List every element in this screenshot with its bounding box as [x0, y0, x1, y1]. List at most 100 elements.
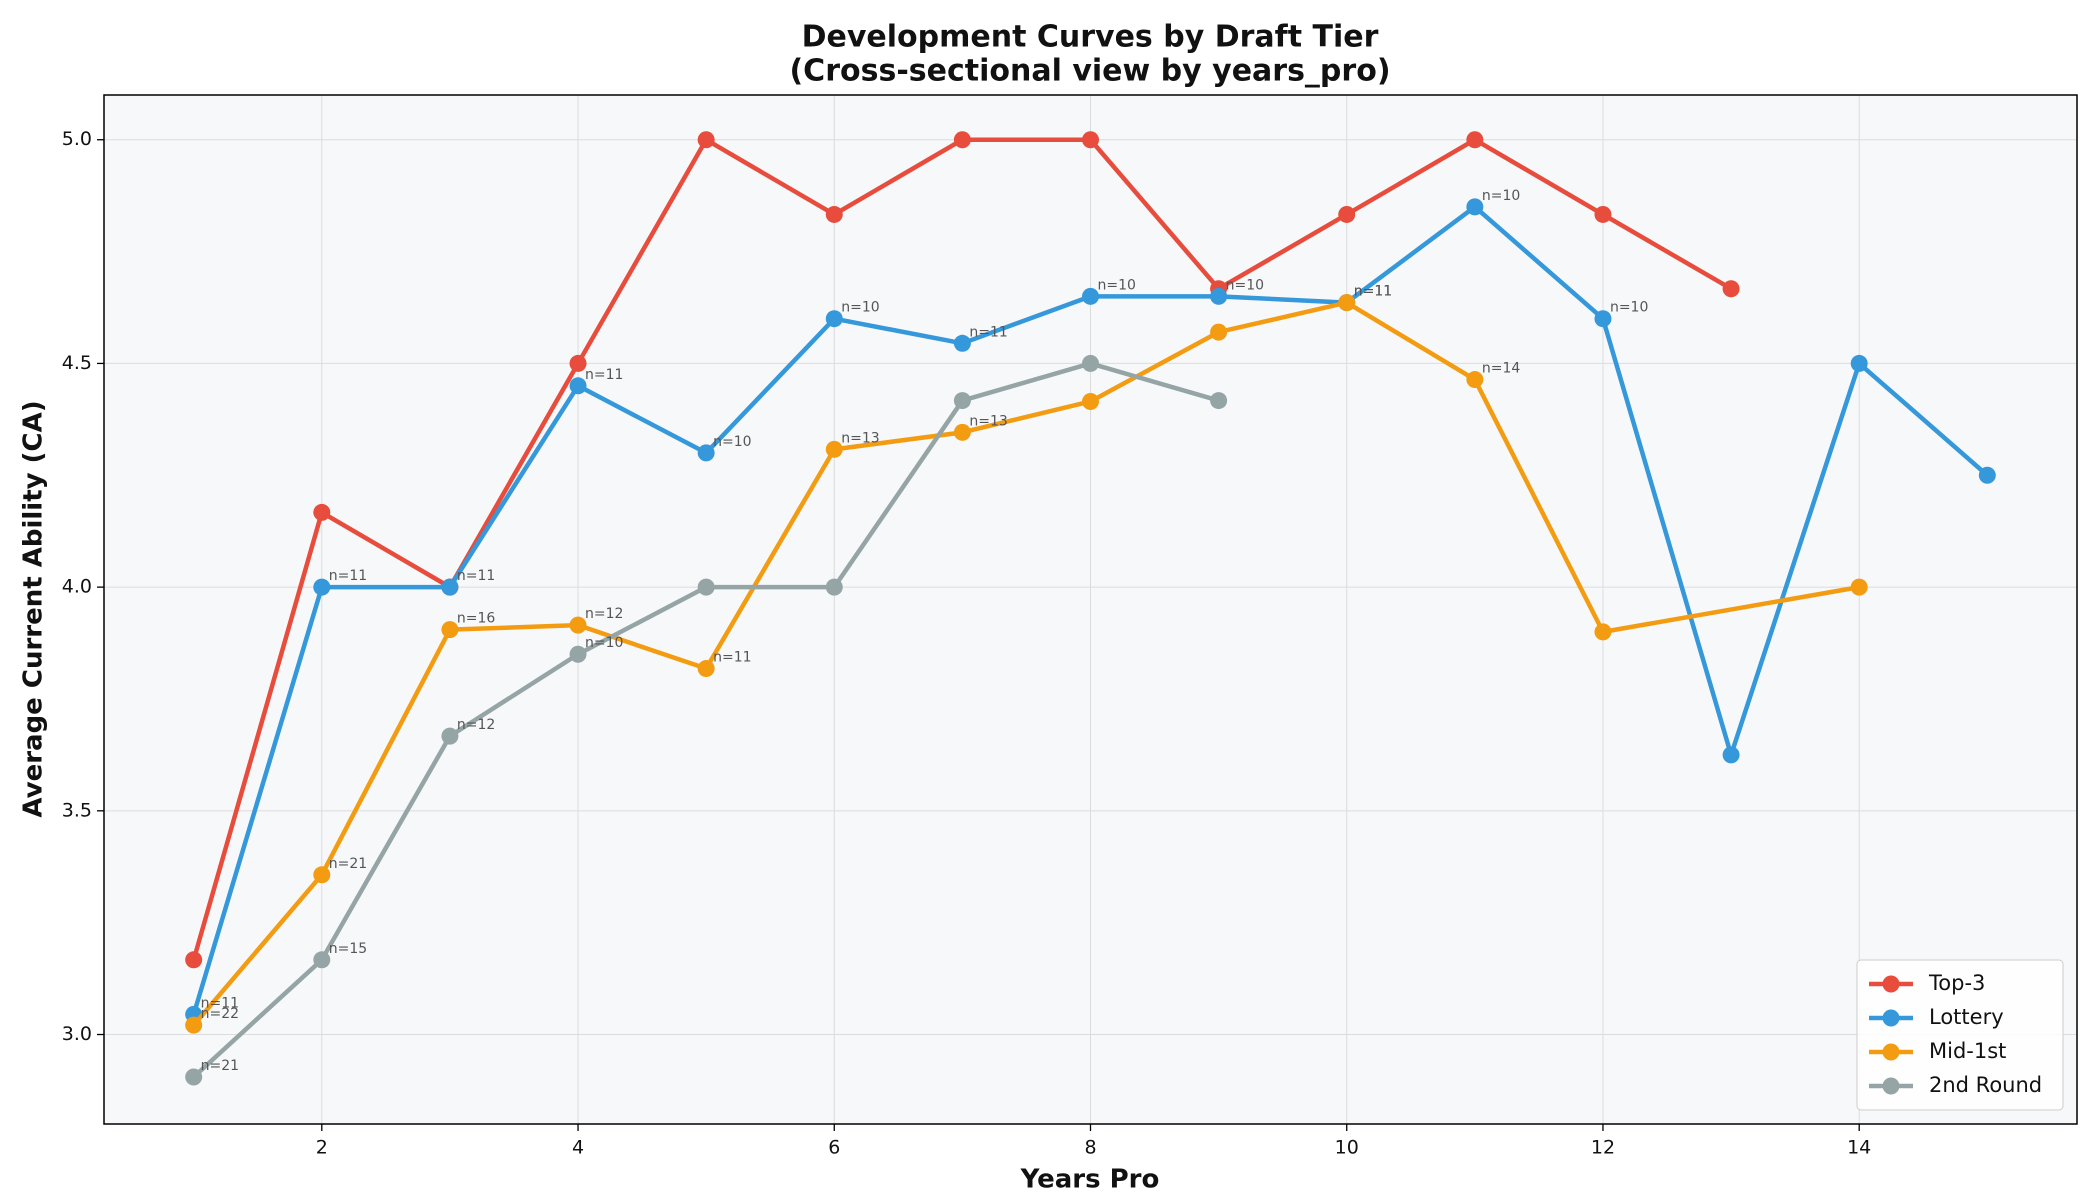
data-point: [1210, 392, 1228, 410]
data-point: [697, 578, 715, 596]
data-point: [953, 131, 971, 149]
legend-label: 2nd Round: [1929, 1073, 2042, 1097]
data-point: [825, 578, 843, 596]
x-tick-label: 8: [1084, 1137, 1096, 1159]
data-point: [441, 727, 459, 745]
x-tick-label: 6: [828, 1137, 840, 1159]
data-point: [825, 440, 843, 458]
legend-box: [1856, 959, 2064, 1111]
data-point: [953, 334, 971, 352]
data-point: [1082, 354, 1099, 372]
data-point: [1850, 354, 1868, 372]
point-label: n=11: [201, 995, 239, 1011]
plot-frame: [103, 94, 2078, 1125]
y-axis-label: Average Current Ability (CA): [19, 400, 49, 817]
data-point: [1594, 310, 1612, 328]
legend-label: Lottery: [1929, 1005, 2004, 1029]
x-axis-label: Years Pro: [1020, 1165, 1160, 1195]
y-tick-label: 3.5: [62, 799, 92, 821]
point-label: n=10: [1610, 300, 1648, 316]
y-tick-label: 4.0: [62, 576, 92, 598]
point-label: n=10: [1098, 277, 1136, 293]
data-point: [185, 951, 203, 969]
data-point: [825, 205, 843, 223]
data-point: [1850, 578, 1868, 596]
point-label: n=11: [329, 568, 367, 584]
point-label: n=22: [201, 1006, 239, 1022]
data-point: [441, 621, 459, 639]
data-point: [313, 866, 331, 884]
data-point: [1722, 746, 1740, 764]
x-tick-label: 12: [1591, 1137, 1615, 1159]
data-point: [1466, 131, 1484, 149]
point-label: n=15: [329, 941, 367, 957]
data-point: [313, 503, 331, 521]
data-point: [1466, 198, 1484, 216]
data-point: [1722, 280, 1740, 298]
point-label: n=13: [841, 430, 879, 446]
point-label: n=21: [201, 1058, 239, 1074]
y-tick-label: 4.5: [62, 352, 92, 374]
point-label: n=21: [329, 856, 367, 872]
point-label: n=11: [585, 367, 623, 383]
data-point: [569, 377, 587, 395]
data-point: [313, 578, 331, 596]
data-point: [1082, 131, 1099, 149]
data-point: [1338, 205, 1356, 223]
legend-label: Mid-1st: [1929, 1039, 2006, 1063]
legend-marker: [1882, 975, 1900, 993]
point-label: n=11: [457, 568, 495, 584]
legend-marker: [1882, 1009, 1900, 1027]
data-point: [569, 645, 587, 663]
point-label: n=11: [1354, 284, 1392, 300]
data-point: [1082, 392, 1099, 410]
point-label: n=14: [1482, 361, 1521, 377]
data-point: [441, 578, 459, 596]
data-point: [313, 951, 331, 969]
x-tick-label: 10: [1335, 1137, 1359, 1159]
data-point: [1978, 466, 1996, 484]
data-point: [1082, 287, 1099, 305]
point-label: n=10: [1482, 188, 1520, 204]
point-label: n=16: [457, 611, 496, 627]
legend: Top-3 Lottery Mid-1st 2nd Round: [1856, 959, 2064, 1111]
data-point: [1210, 323, 1228, 341]
data-point: [185, 1068, 203, 1086]
data-point: [1210, 287, 1228, 305]
data-point: [953, 392, 971, 410]
y-tick-label: 5.0: [62, 128, 92, 150]
point-label: n=12: [457, 717, 495, 733]
point-label: n=11: [713, 650, 751, 666]
x-tick-label: 4: [572, 1137, 584, 1159]
data-point: [697, 444, 715, 462]
data-point: [1594, 205, 1612, 223]
x-tick-label: 14: [1847, 1137, 1871, 1159]
y-tick-label: 3.0: [62, 1023, 92, 1045]
point-label: n=13: [969, 413, 1007, 429]
point-label: n=11: [969, 324, 1007, 340]
data-point: [1594, 623, 1612, 641]
data-point: [825, 310, 843, 328]
data-point: [569, 616, 587, 634]
data-point: [697, 660, 715, 678]
data-point: [1338, 294, 1356, 312]
chart-title: Development Curves by Draft Tier: [802, 20, 1379, 55]
x-tick-label: 2: [316, 1137, 328, 1159]
legend-marker: [1882, 1077, 1900, 1095]
chart-subtitle: (Cross-sectional view by years_pro): [789, 54, 1390, 89]
data-point: [697, 131, 715, 149]
point-label: n=10: [841, 300, 879, 316]
data-point: [953, 423, 971, 441]
legend-marker: [1882, 1043, 1900, 1061]
point-label: n=10: [713, 434, 751, 450]
data-point: [569, 354, 587, 372]
data-point: [185, 1016, 203, 1034]
point-label: n=10: [1226, 277, 1264, 293]
legend-label: Top-3: [1928, 971, 1985, 995]
data-point: [1466, 371, 1484, 389]
point-label: n=10: [585, 635, 623, 651]
point-label: n=11: [1354, 284, 1392, 300]
point-label: n=12: [585, 606, 623, 622]
